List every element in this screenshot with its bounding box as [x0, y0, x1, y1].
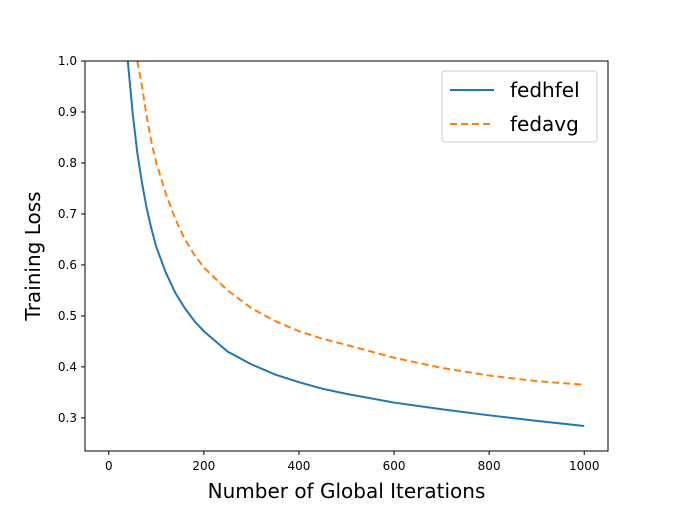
x-axis-ticks: 0 200 400 600 800 1000	[105, 451, 600, 473]
y-axis-ticks: 0.3 0.4 0.5 0.6 0.7 0.8 0.9 1.0	[58, 54, 85, 425]
series-line-fedhfel	[126, 61, 585, 428]
y-tick-label: 0.3	[58, 411, 77, 425]
x-tick-label: 0	[105, 459, 113, 473]
y-tick-label: 0.9	[58, 105, 77, 119]
legend: fedhfel fedavg	[441, 70, 598, 143]
y-tick-label: 0.8	[58, 156, 77, 170]
series-line-fedavg	[136, 61, 585, 386]
legend-box	[441, 70, 598, 143]
legend-label-fedavg: fedavg	[510, 112, 579, 136]
series-layer	[126, 61, 585, 428]
y-tick-label: 0.4	[58, 360, 77, 374]
y-tick-label: 1.0	[58, 54, 77, 68]
y-tick-label: 0.7	[58, 207, 77, 221]
x-tick-label: 1000	[569, 459, 600, 473]
plot-frame	[84, 60, 609, 452]
y-tick-label: 0.5	[58, 309, 77, 323]
legend-label-fedhfel: fedhfel	[510, 78, 580, 102]
y-axis-label: Training Loss	[21, 191, 45, 321]
x-tick-label: 800	[478, 459, 501, 473]
y-tick-label: 0.6	[58, 258, 77, 272]
x-tick-label: 600	[383, 459, 406, 473]
x-tick-label: 200	[192, 459, 215, 473]
x-tick-label: 400	[288, 459, 311, 473]
x-axis-label: Number of Global Iterations	[208, 479, 486, 503]
